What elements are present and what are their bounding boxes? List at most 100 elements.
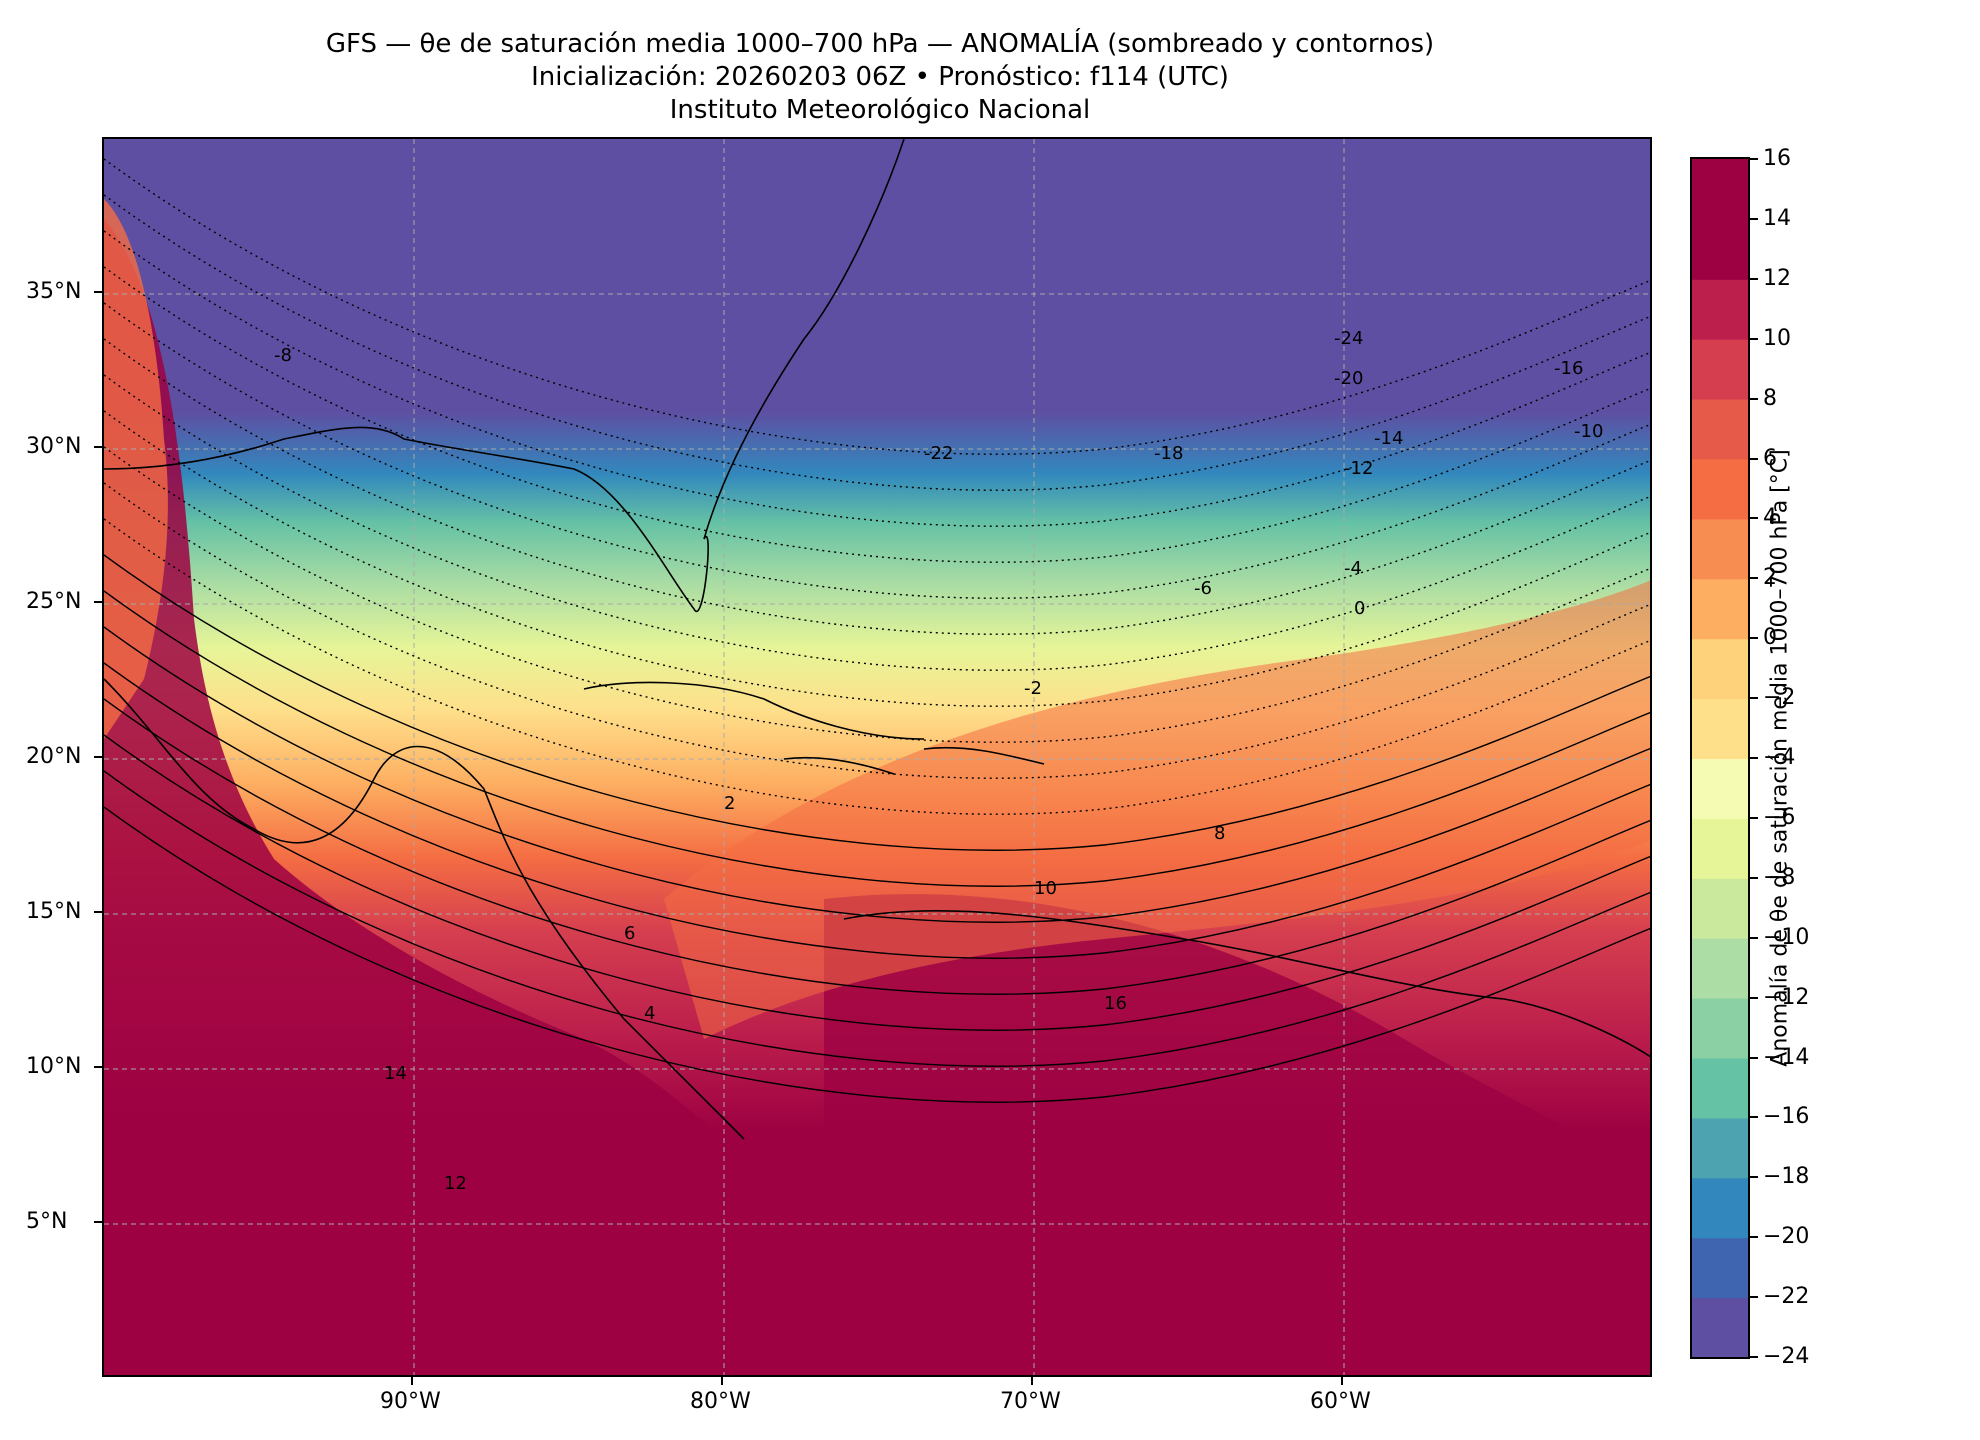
colorbar-tick-mark xyxy=(1750,397,1758,400)
contour-label: 16 xyxy=(1104,993,1127,1014)
contour-line xyxy=(104,158,1650,455)
contour-line xyxy=(104,410,1650,707)
contour-line xyxy=(104,554,1650,851)
colorbar-swatch xyxy=(1692,1177,1748,1239)
contour-line xyxy=(104,338,1650,635)
contour-labels: -24-22-20-18-16-14-12-10-8-6-4-202468101… xyxy=(274,328,1603,1194)
contour-line xyxy=(104,482,1650,779)
lat-tick-mark xyxy=(94,601,102,603)
map-title: GFS — θe de saturación media 1000–700 hP… xyxy=(325,29,1435,59)
colorbar-tick-mark xyxy=(1750,577,1758,580)
lon-tick-mark xyxy=(1341,1377,1343,1385)
shading-caribbean-warm xyxy=(664,580,1650,1039)
coastline xyxy=(104,678,745,1140)
lon-tick-mark xyxy=(721,1377,723,1385)
map-subtitle: Inicialización: 20260203 06Z • Pronóstic… xyxy=(531,62,1229,92)
gridlines xyxy=(104,139,1650,1375)
contour-label: -6 xyxy=(1194,578,1212,599)
contour-line xyxy=(104,698,1650,995)
colorbar-tick-mark xyxy=(1750,158,1758,160)
colorbar-swatch xyxy=(1692,1117,1748,1179)
lon-tick-mark xyxy=(411,1377,413,1385)
colorbar-tick-mark xyxy=(1750,517,1758,520)
contour-line xyxy=(104,734,1650,1031)
colorbar-swatch xyxy=(1692,278,1748,340)
colorbar-swatch xyxy=(1692,997,1748,1059)
lon-tick-label: 70°W xyxy=(1000,1389,1061,1414)
lat-tick-label: 10°N xyxy=(26,1054,82,1079)
contour-label: -18 xyxy=(1154,443,1183,464)
contour-label: 4 xyxy=(644,1003,655,1024)
coastline xyxy=(923,746,1045,765)
contour-label: -8 xyxy=(274,345,292,366)
contour-label: 2 xyxy=(724,793,735,814)
contour-label: -24 xyxy=(1334,328,1363,349)
colorbar-swatch xyxy=(1692,877,1748,939)
lon-tick-label: 80°W xyxy=(690,1389,751,1414)
colorbar-tick-mark xyxy=(1750,637,1758,640)
colorbar-swatch xyxy=(1692,1057,1748,1119)
colorbar-tick-label: 0 xyxy=(1763,625,1777,651)
colorbar-tick-mark xyxy=(1750,217,1758,220)
colorbar-tick-mark xyxy=(1750,1296,1758,1299)
lat-tick-mark xyxy=(94,1066,102,1068)
contour-lines xyxy=(104,158,1650,1103)
coastline xyxy=(583,681,925,740)
lat-tick-mark xyxy=(94,291,102,293)
lat-tick-label: 20°N xyxy=(26,744,82,769)
colorbar-tick-label: 2 xyxy=(1763,565,1777,591)
colorbar-tick-mark xyxy=(1750,816,1758,819)
colorbar-tick-label: −20 xyxy=(1763,1224,1810,1250)
colorbar-tick-label: −14 xyxy=(1763,1044,1810,1070)
lon-tick-mark xyxy=(1031,1377,1033,1385)
contour-label: -10 xyxy=(1574,421,1603,442)
map-panel: -24 -22 -20 -18 -16 -14 -12 -10 -8 -6 -4 -2 0 2 4 6 8 10 1… xyxy=(102,137,1652,1377)
colorbar-swatch xyxy=(1692,458,1748,520)
contour-label: -20 xyxy=(1334,368,1363,389)
contour-label: -14 xyxy=(1374,428,1403,449)
colorbar-tick-label: 6 xyxy=(1763,445,1777,471)
contour-label: -22 xyxy=(924,443,953,464)
colorbar-swatch xyxy=(1692,1297,1748,1357)
colorbar-tick-label: −8 xyxy=(1763,864,1796,890)
colorbar-swatch xyxy=(1692,338,1748,400)
colorbar-swatch xyxy=(1692,758,1748,819)
colorbar-tick-mark xyxy=(1750,996,1758,999)
contour-line xyxy=(104,374,1650,671)
colorbar-tick-label: 10 xyxy=(1763,325,1791,351)
coastline xyxy=(843,909,1650,1058)
colorbar-tick-mark xyxy=(1750,1116,1758,1119)
shading-southamerica-warm xyxy=(824,894,1650,1375)
contour-label: -16 xyxy=(1554,358,1583,379)
colorbar-tick-label: −16 xyxy=(1763,1104,1810,1130)
contour-label: 10 xyxy=(1034,878,1057,899)
colorbar-tick-mark xyxy=(1750,457,1758,460)
map-institution: Instituto Meteorológico Nacional xyxy=(669,95,1091,125)
map-canvas: -24-22-20-18-16-14-12-10-8-6-4-202468101… xyxy=(104,139,1650,1375)
colorbar-tick-label: −4 xyxy=(1763,745,1796,770)
colorbar-swatch xyxy=(1692,159,1748,220)
coastline xyxy=(783,756,895,775)
lat-tick-label: 25°N xyxy=(26,589,82,614)
colorbar-swatch xyxy=(1692,817,1748,879)
colorbar-tick-mark xyxy=(1750,1176,1758,1179)
contour-line xyxy=(104,446,1650,743)
lon-tick-label: 60°W xyxy=(1310,1389,1371,1414)
colorbar-tick-label: −6 xyxy=(1763,804,1796,830)
colorbar-tick-label: −2 xyxy=(1763,685,1796,711)
contour-line xyxy=(104,806,1650,1103)
contour-line xyxy=(104,770,1650,1067)
colorbar-swatch xyxy=(1692,518,1748,580)
colorbar-swatches xyxy=(1692,159,1748,1357)
colorbar-tick-mark xyxy=(1750,757,1758,759)
colorbar-swatch xyxy=(1692,937,1748,999)
contour-line xyxy=(104,302,1650,599)
colorbar-tick-label: −10 xyxy=(1763,924,1810,950)
contour-label: 12 xyxy=(444,1173,467,1194)
contour-line xyxy=(104,266,1650,563)
anomaly-shading xyxy=(104,139,1650,1375)
colorbar-tick-mark xyxy=(1750,1356,1758,1358)
colorbar-tick-label: −18 xyxy=(1763,1164,1810,1190)
lat-tick-mark xyxy=(94,446,102,448)
contour-line xyxy=(104,518,1650,815)
